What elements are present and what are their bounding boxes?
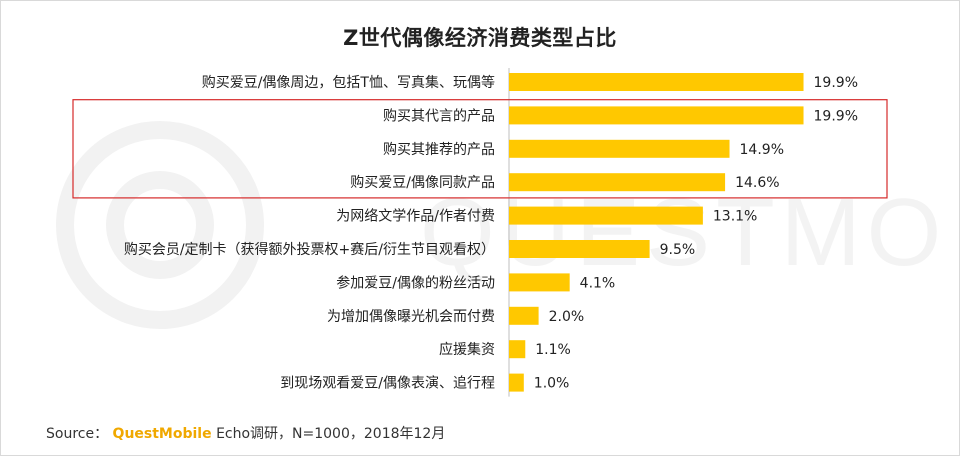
bar [509,240,650,258]
bar [509,106,804,125]
value-label: 19.9% [814,108,858,124]
bar [509,73,804,91]
value-label: 2.0% [549,309,585,325]
category-label: 为网络文学作品/作者付费 [336,209,495,225]
value-label: 4.1% [580,275,616,291]
bar [509,373,524,392]
category-label: 应援集资 [439,341,495,358]
bar [509,206,703,225]
source-brand: QuestMobile [112,426,212,442]
source-suffix: Echo调研，N=1000，2018年12月 [216,426,446,442]
value-label: 13.1% [713,209,757,225]
chart-title: Z世代偶像经济消费类型占比 [343,26,617,50]
highlight-box [72,99,888,199]
category-label: 购买其代言的产品 [383,108,495,124]
category-label: 购买爱豆/偶像同款产品 [350,175,495,191]
value-label: 1.0% [534,376,570,392]
source-line: Source： QuestMobile Echo调研，N=1000，2018年1… [46,423,445,443]
category-label: 购买其推荐的产品 [383,142,495,158]
category-label: 购买爱豆/偶像周边，包括T恤、写真集、玩偶等 [202,74,495,91]
bar [509,340,526,359]
questmobile-watermark: QUESTMOBILE [56,121,940,329]
value-label: 9.5% [660,242,696,258]
source-prefix: Source： [46,426,109,442]
value-label: 1.1% [535,342,571,358]
bar [509,139,730,158]
category-label: 为增加偶像曝光机会而付费 [327,309,495,325]
bar [509,173,726,192]
value-label: 14.6% [735,175,779,191]
value-label: 19.9% [814,75,858,91]
watermark-text: QUESTMOBILE [420,179,940,286]
category-label: 到现场观看爱豆/偶像表演、追行程 [280,376,495,392]
category-label: 购买会员/定制卡（获得额外投票权+赛后/衍生节目观看权） [124,241,495,258]
category-label: 参加爱豆/偶像的粉丝活动 [336,274,495,291]
bar [509,273,570,292]
bar [509,306,539,325]
value-label: 14.9% [740,142,784,158]
